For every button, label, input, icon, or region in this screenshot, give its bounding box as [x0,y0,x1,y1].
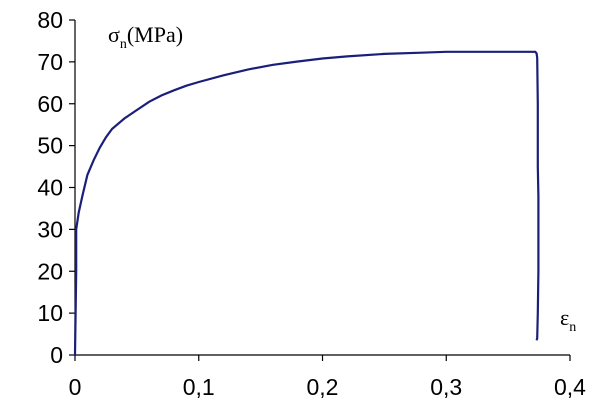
x-tick-label: 0,4 [554,374,586,400]
y-axis-label-unit: (MPa) [127,22,183,47]
y-axis-label-symbol: σ [108,22,120,47]
y-tick-label: 80 [37,7,63,33]
x-tick-label: 0,1 [183,374,215,400]
y-tick-label: 60 [37,91,63,117]
x-axis-label-subscript: n [569,320,576,335]
y-tick-label: 20 [37,258,63,284]
x-tick-label: 0,3 [430,374,462,400]
x-axis-label: εn [560,305,576,335]
y-tick-label: 40 [37,175,63,201]
series-line [73,50,540,356]
y-tick-label: 30 [37,216,63,242]
x-axis-ticks: 0 0,1 0,2 0,3 0,4 [69,355,586,400]
y-tick-label: 50 [37,133,63,159]
y-tick-label: 0 [50,342,63,368]
y-tick-label: 70 [37,49,63,75]
y-axis-label-subscript: n [120,37,127,52]
y-axis-ticks: 0 10 20 30 40 50 60 70 80 [37,7,75,368]
x-tick-label: 0,2 [307,374,339,400]
y-tick-label: 10 [37,300,63,326]
y-axis-label: σn(MPa) [108,22,183,52]
x-tick-label: 0 [69,374,82,400]
x-axis-label-symbol: ε [560,305,569,330]
